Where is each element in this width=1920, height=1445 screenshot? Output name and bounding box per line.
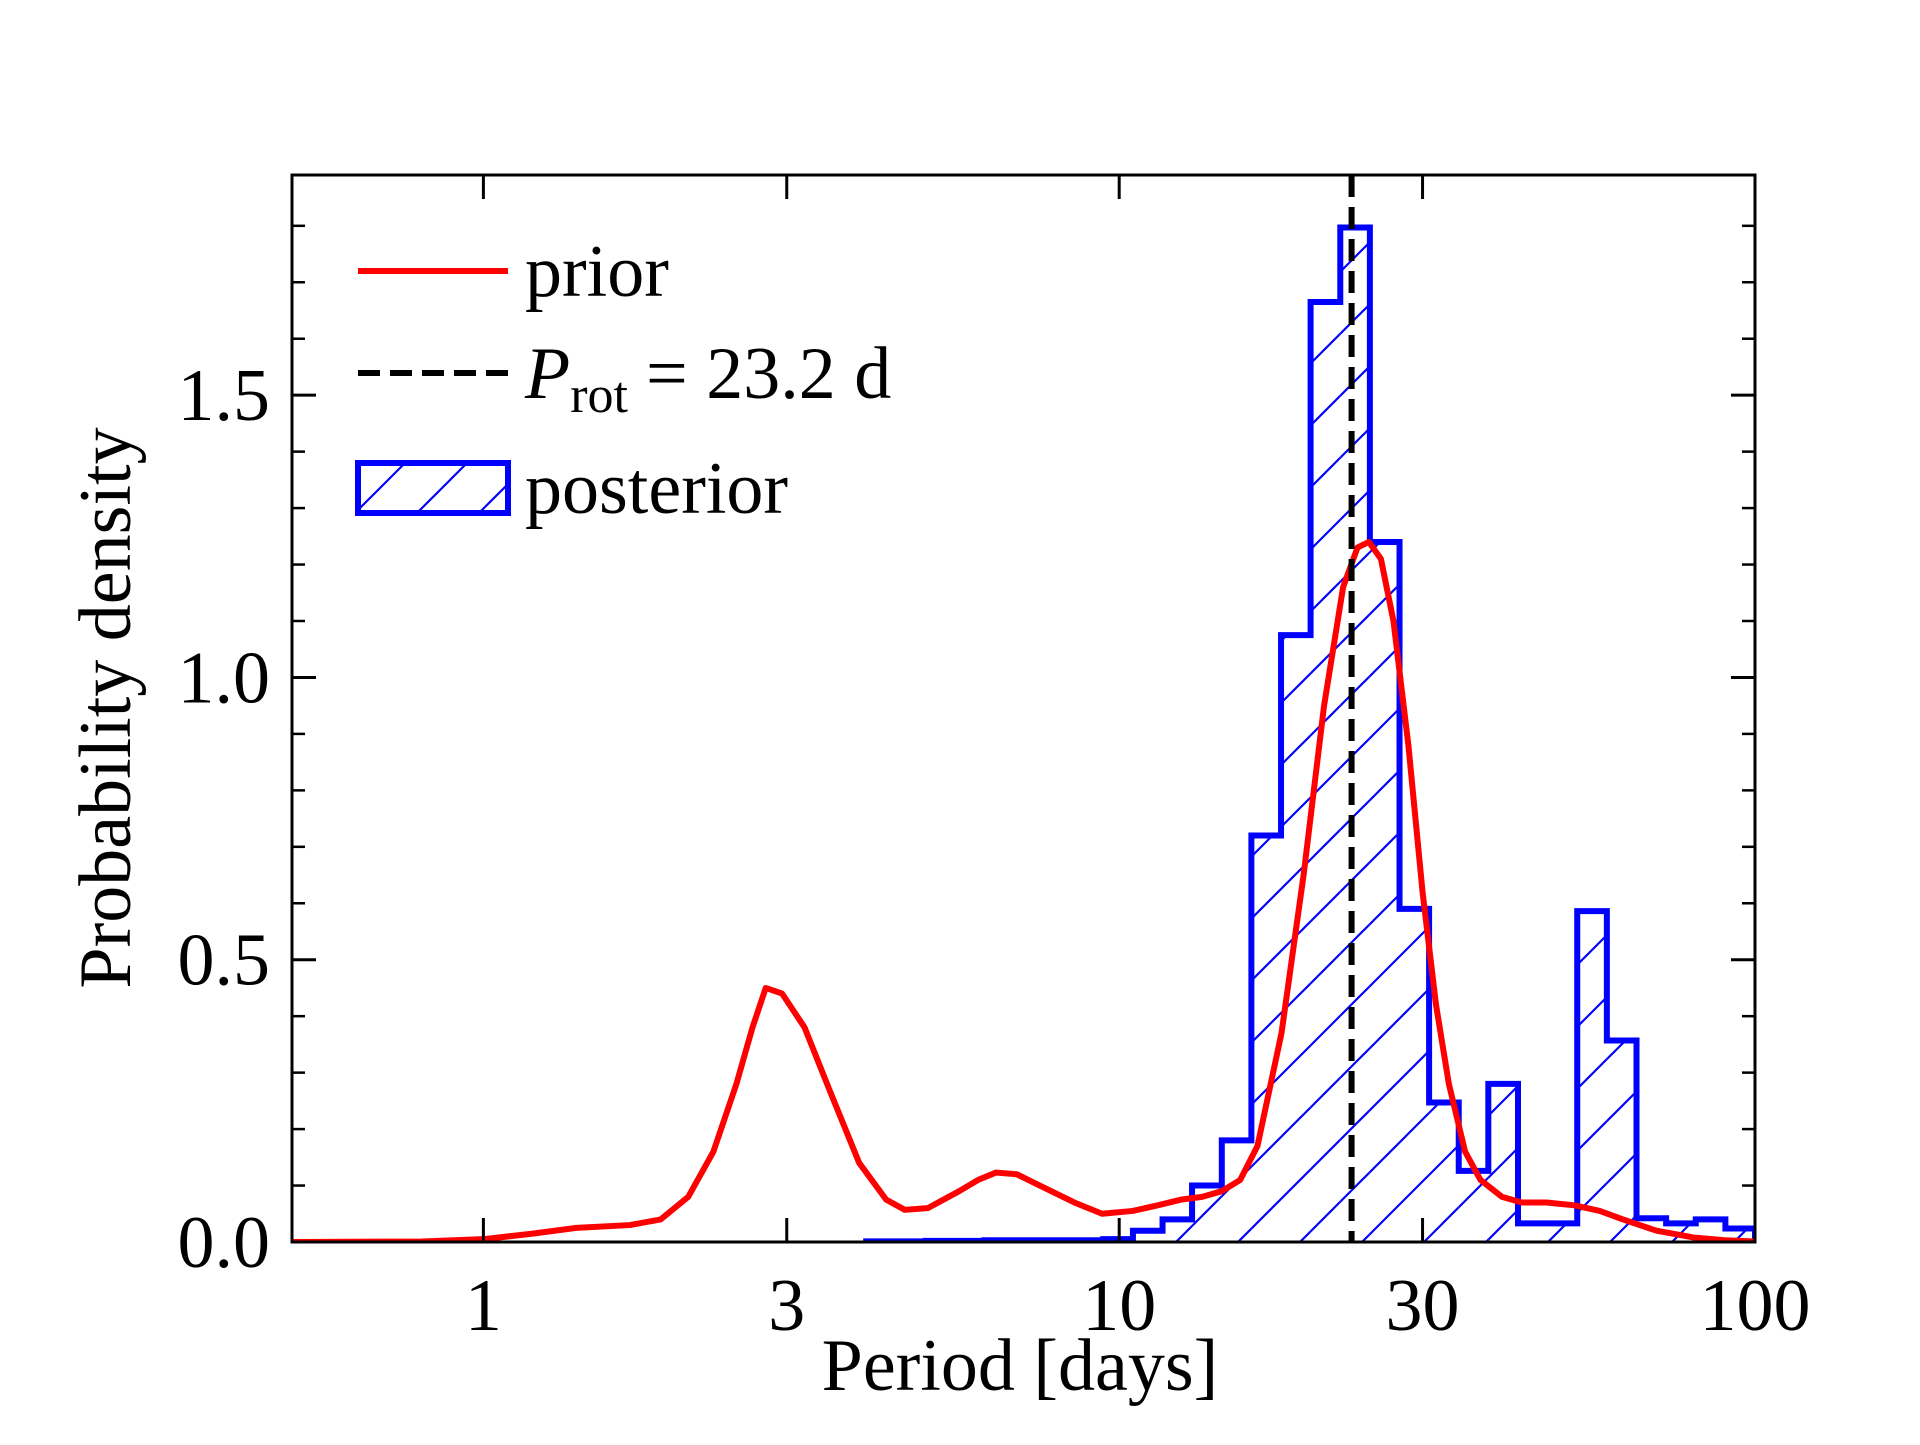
legend-label-symbol: P [524,333,570,415]
histogram-bar [1399,908,1430,1242]
legend-label-subscript: rot [570,367,628,424]
y-tick-label: 1.0 [178,637,271,719]
histogram-bar [1488,1083,1519,1242]
y-tick-label: 0.0 [178,1202,271,1284]
histogram-bar [1606,1040,1637,1242]
y-tick-label: 1.5 [178,355,271,437]
legend-label: posterior [525,448,788,530]
histogram-outline [863,224,1755,1242]
plot-frame [290,173,1757,1244]
x-tick-label: 3 [768,1265,805,1347]
legend-swatch [355,460,511,516]
y-tick-label: 0.5 [178,920,271,1002]
legend-label-text: = 23.2 d [646,333,891,415]
histogram-bar [1369,541,1400,1242]
histogram-bar [1251,835,1282,1242]
histogram-bar [1132,1230,1163,1242]
histogram-bar [1547,1223,1578,1242]
y-axis-label: Probability density [65,427,147,988]
histogram-bar [1340,227,1370,1242]
prior-line [292,538,1755,1242]
histogram-bar [1577,911,1607,1242]
x-tick-label: 1 [465,1265,502,1347]
x-axis-label: Period [days] [822,1325,1219,1407]
histogram-bar [1518,1223,1548,1242]
legend-label: Prot = 23.2 d [524,333,891,424]
x-tick-label: 100 [1700,1265,1811,1347]
x-tick-label: 30 [1386,1265,1460,1347]
plot-area [292,175,1755,1242]
legend: prior Prot = 23.2 d posterior [355,231,891,530]
x-tick-label: 10 [1082,1265,1156,1347]
histogram-bar [1429,1102,1459,1242]
legend-label: prior [525,231,669,313]
histogram-bar [1162,1219,1193,1242]
axes: 1 3 10 30 100 0.0 0.5 1.0 1.5 [178,173,1811,1347]
